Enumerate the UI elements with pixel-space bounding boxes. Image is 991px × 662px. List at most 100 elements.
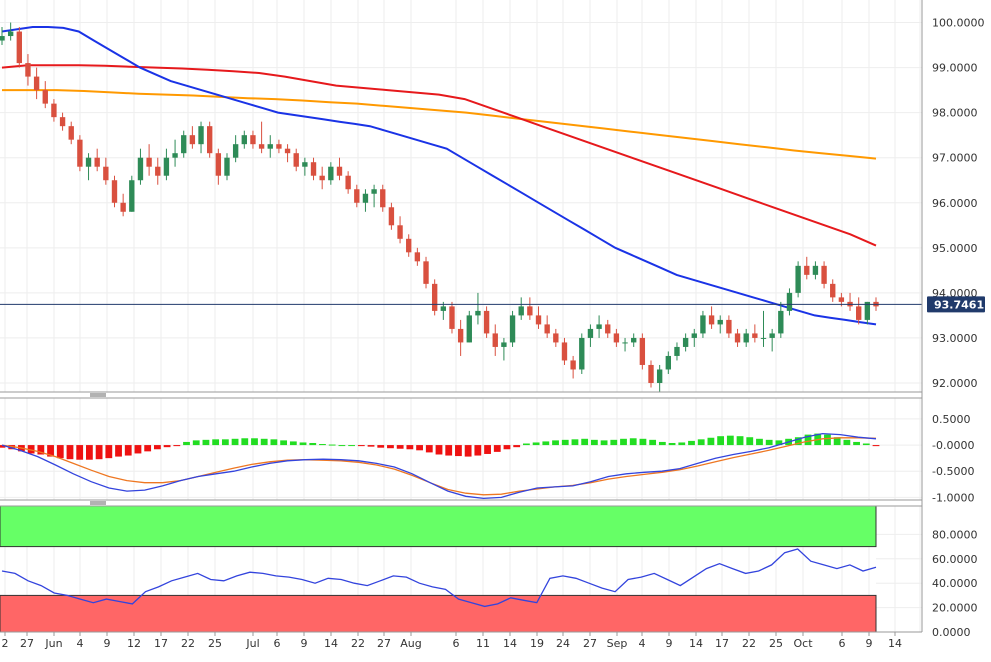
candle-down — [708, 315, 715, 325]
candle-up — [302, 162, 308, 167]
candle-down — [77, 139, 83, 167]
macd-signal-line — [1, 437, 877, 496]
candle-down — [250, 135, 256, 145]
rsi-zones — [0, 505, 877, 633]
candle-down — [111, 180, 118, 203]
rsi-tick-label: 80.0000 — [932, 528, 978, 541]
candle-down — [189, 135, 196, 145]
time-tick-label: 6 — [274, 637, 281, 650]
candle-down — [856, 306, 862, 320]
candle-up — [769, 333, 775, 338]
candle-up — [163, 157, 170, 176]
macd-hist-positive — [775, 440, 783, 446]
macd-hist-positive — [231, 438, 239, 446]
time-tick-label: 4 — [639, 637, 646, 650]
rsi-line — [1, 548, 877, 608]
macd-hist-positive — [833, 437, 841, 446]
macd-hist-positive — [697, 439, 705, 446]
rsi-overbought-zone — [0, 505, 877, 548]
macd-hist-negative — [115, 445, 122, 457]
sma-fast-line — [1, 26, 877, 326]
candle-up — [812, 265, 819, 275]
time-tick-label: 19 — [530, 637, 544, 650]
macd-hist-negative — [377, 445, 385, 448]
macd-hist-positive — [862, 443, 870, 446]
macd-hist-positive — [270, 439, 278, 446]
candle-up — [864, 301, 871, 320]
macd-hist-positive — [183, 441, 190, 446]
macd-hist-negative — [503, 445, 511, 450]
macd-hist-positive — [717, 436, 725, 446]
macd-hist-negative — [153, 445, 161, 450]
candle-down — [726, 319, 732, 334]
macd-hist-positive — [707, 437, 715, 446]
candle-up — [700, 315, 706, 334]
candle-down — [397, 225, 403, 239]
candle-up — [501, 342, 507, 347]
candle-down — [258, 144, 265, 149]
macd-hist-positive — [532, 442, 540, 446]
macd-hist-positive — [736, 436, 744, 446]
time-tick-label: 6 — [839, 637, 846, 650]
candle-up — [665, 355, 671, 370]
axis-layer: 92.000093.000094.000095.000096.000097.00… — [2, 17, 985, 650]
time-tick-label: 9 — [301, 637, 308, 650]
candle-up — [682, 337, 689, 347]
candle-down — [483, 310, 490, 334]
candle-up — [743, 333, 749, 343]
macd-hist-positive — [649, 439, 657, 446]
macd-hist-positive — [260, 438, 268, 446]
candle-down — [103, 166, 109, 181]
current-price-label-bg — [927, 296, 985, 313]
macd-hist-negative — [513, 445, 521, 448]
time-tick-label: 22 — [181, 637, 195, 650]
candle-down — [804, 265, 810, 275]
candle-down — [734, 333, 741, 343]
macd-hist-negative — [493, 445, 501, 452]
macd-hist-positive — [523, 443, 530, 446]
macd-hist-positive — [348, 445, 355, 447]
candle-up — [267, 144, 273, 149]
macd-hist-negative — [124, 445, 132, 456]
macd-tick-label: -1.0000 — [932, 491, 974, 504]
macd-hist-positive — [212, 439, 220, 446]
candle-down — [423, 261, 429, 284]
macd-hist-positive — [542, 441, 550, 446]
macd-hist-negative — [484, 445, 491, 454]
macd-hist-positive — [746, 437, 754, 446]
time-tick-label: 22 — [351, 637, 365, 650]
macd-tick-label: -0.5000 — [932, 465, 974, 478]
candle-down — [838, 297, 845, 302]
macd-hist-negative — [105, 445, 113, 459]
candle-down — [613, 333, 620, 343]
candle-down — [535, 315, 542, 325]
candle-down — [406, 238, 412, 253]
time-tick-label: 14 — [689, 637, 703, 650]
rsi-tick-label: 20.0000 — [932, 602, 978, 615]
candle-down — [215, 153, 222, 176]
candle-down — [570, 360, 576, 370]
candle-down — [293, 153, 299, 167]
candle-down — [821, 265, 827, 284]
candle-up — [181, 135, 187, 154]
macd-hist-negative — [134, 445, 142, 454]
macd-hist-negative — [27, 445, 35, 454]
macd-hist-negative — [37, 445, 45, 455]
macd-hist-positive — [824, 434, 831, 446]
macd-hist-negative — [76, 445, 84, 460]
candle-up — [466, 315, 472, 343]
time-tick-label: 22 — [742, 637, 756, 650]
candle-down — [51, 103, 57, 118]
candle-up — [760, 337, 767, 339]
price-tick-label: 99.0000 — [932, 62, 978, 75]
macd-hist-positive — [561, 439, 569, 446]
macd-hist-positive — [319, 444, 326, 446]
candle-down — [59, 117, 66, 127]
macd-hist-positive — [299, 442, 307, 446]
macd-hist-negative — [367, 445, 375, 447]
macd-hist-negative — [95, 445, 103, 460]
candle-down — [207, 126, 213, 154]
time-tick-label: 2 — [2, 637, 9, 650]
candle-up — [172, 153, 178, 158]
